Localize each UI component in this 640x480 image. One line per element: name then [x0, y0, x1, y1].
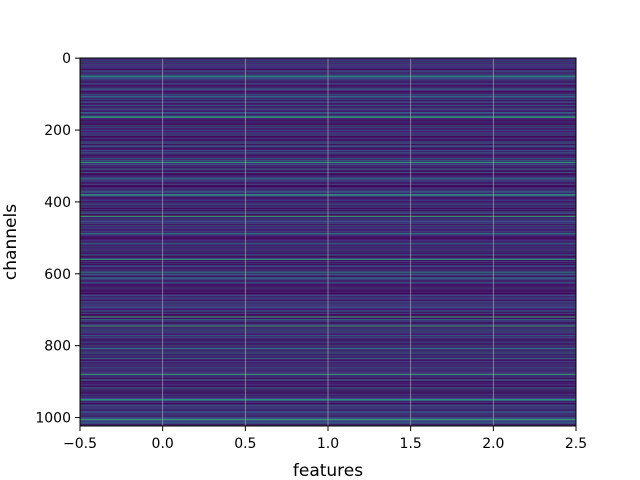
y-tick-label: 1000 — [35, 411, 71, 427]
y-axis-label: channels — [1, 204, 21, 280]
x-tick-label: 2.5 — [565, 436, 587, 452]
x-tick-label: 0.0 — [152, 436, 174, 452]
y-axis: 0 200 400 600 800 1000 — [35, 51, 80, 426]
x-axis: −0.5 0.0 0.5 1.0 1.5 2.0 2.5 — [63, 426, 587, 452]
x-tick-label: 0.5 — [234, 436, 256, 452]
y-tick-label: 600 — [44, 267, 71, 283]
x-tick-label: 1.5 — [400, 436, 422, 452]
x-tick-label: 2.0 — [482, 436, 504, 452]
x-axis-label: features — [293, 461, 363, 480]
y-tick-label: 0 — [62, 51, 71, 67]
x-tick-label: −0.5 — [63, 436, 97, 452]
y-tick-label: 400 — [44, 195, 71, 211]
y-tick-label: 800 — [44, 339, 71, 355]
x-tick-label: 1.0 — [317, 436, 339, 452]
y-tick-label: 200 — [44, 123, 71, 139]
